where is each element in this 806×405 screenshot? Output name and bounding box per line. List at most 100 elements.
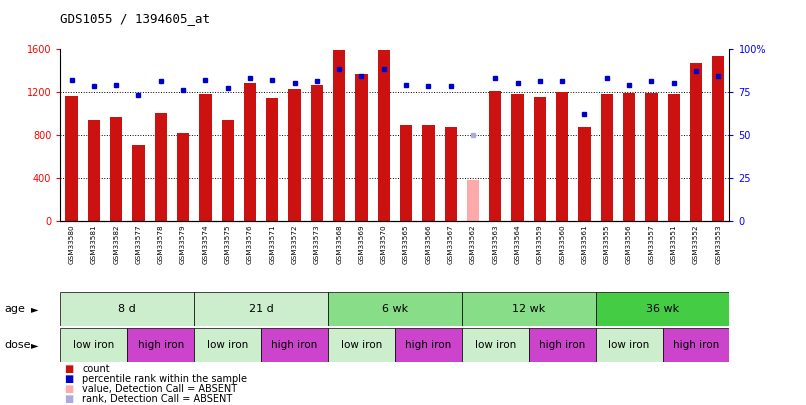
Text: GSM33551: GSM33551: [671, 224, 677, 264]
Bar: [333, 50, 345, 221]
Text: GSM33556: GSM33556: [626, 224, 632, 264]
Bar: [646, 93, 658, 221]
Bar: [556, 92, 568, 221]
Text: low iron: low iron: [341, 340, 382, 350]
Text: 8 d: 8 d: [118, 304, 136, 314]
Text: GSM33574: GSM33574: [202, 224, 209, 264]
Text: low iron: low iron: [609, 340, 650, 350]
Bar: [445, 127, 457, 221]
Text: GSM33577: GSM33577: [135, 224, 142, 264]
Text: ■: ■: [64, 374, 73, 384]
Text: GSM33565: GSM33565: [403, 224, 409, 264]
Bar: [600, 94, 613, 221]
Bar: [88, 119, 100, 221]
Text: age: age: [4, 304, 25, 314]
Text: ■: ■: [64, 394, 73, 403]
Text: rank, Detection Call = ABSENT: rank, Detection Call = ABSENT: [82, 394, 232, 403]
Text: GSM33567: GSM33567: [447, 224, 454, 264]
Text: count: count: [82, 364, 110, 374]
Bar: [512, 94, 524, 221]
Bar: [194, 328, 261, 362]
Text: GSM33557: GSM33557: [648, 224, 654, 264]
Text: ■: ■: [64, 364, 73, 374]
Bar: [60, 292, 194, 326]
Text: ■: ■: [64, 384, 73, 394]
Text: GSM33569: GSM33569: [359, 224, 364, 264]
Text: GSM33580: GSM33580: [69, 224, 75, 264]
Bar: [462, 292, 596, 326]
Text: low iron: low iron: [207, 340, 248, 350]
Text: high iron: high iron: [138, 340, 184, 350]
Bar: [155, 113, 167, 221]
Text: GSM33570: GSM33570: [380, 224, 387, 264]
Text: GSM33560: GSM33560: [559, 224, 565, 264]
Text: GSM33582: GSM33582: [113, 224, 119, 264]
Bar: [579, 127, 591, 221]
Bar: [266, 98, 278, 221]
Bar: [462, 328, 529, 362]
Bar: [328, 292, 462, 326]
Text: GSM33573: GSM33573: [314, 224, 320, 264]
Bar: [667, 94, 679, 221]
Text: GSM33576: GSM33576: [247, 224, 253, 264]
Bar: [110, 117, 123, 221]
Text: value, Detection Call = ABSENT: value, Detection Call = ABSENT: [82, 384, 237, 394]
Text: ►: ►: [31, 304, 38, 314]
Text: 36 wk: 36 wk: [646, 304, 679, 314]
Text: GSM33578: GSM33578: [158, 224, 164, 264]
Text: ►: ►: [31, 340, 38, 350]
Text: dose: dose: [4, 340, 31, 350]
Bar: [663, 328, 729, 362]
Text: GSM33555: GSM33555: [604, 224, 610, 264]
Text: GSM33563: GSM33563: [492, 224, 498, 264]
Text: high iron: high iron: [272, 340, 318, 350]
Bar: [328, 328, 395, 362]
Bar: [467, 180, 479, 221]
Text: GSM33561: GSM33561: [581, 224, 588, 264]
Bar: [378, 50, 390, 221]
Bar: [422, 125, 434, 221]
Text: GSM33564: GSM33564: [514, 224, 521, 264]
Text: GSM33579: GSM33579: [180, 224, 186, 264]
Bar: [395, 328, 462, 362]
Text: high iron: high iron: [405, 340, 451, 350]
Text: GSM33562: GSM33562: [470, 224, 476, 264]
Bar: [222, 119, 234, 221]
Text: high iron: high iron: [673, 340, 719, 350]
Bar: [65, 96, 77, 221]
Bar: [244, 83, 256, 221]
Text: GSM33575: GSM33575: [225, 224, 231, 264]
Text: GSM33571: GSM33571: [269, 224, 276, 264]
Bar: [596, 292, 729, 326]
Bar: [60, 328, 127, 362]
Text: GSM33572: GSM33572: [292, 224, 297, 264]
Bar: [311, 85, 323, 221]
Text: GDS1055 / 1394605_at: GDS1055 / 1394605_at: [60, 12, 210, 25]
Text: 12 wk: 12 wk: [512, 304, 546, 314]
Text: low iron: low iron: [475, 340, 516, 350]
Bar: [261, 328, 328, 362]
Bar: [199, 94, 211, 221]
Text: 21 d: 21 d: [249, 304, 273, 314]
Bar: [400, 125, 412, 221]
Text: GSM33553: GSM33553: [715, 224, 721, 264]
Bar: [132, 145, 144, 221]
Text: GSM33568: GSM33568: [336, 224, 343, 264]
Text: GSM33559: GSM33559: [537, 224, 543, 264]
Bar: [194, 292, 328, 326]
Bar: [534, 97, 546, 221]
Text: low iron: low iron: [73, 340, 114, 350]
Text: GSM33552: GSM33552: [693, 224, 699, 264]
Text: GSM33566: GSM33566: [426, 224, 431, 264]
Bar: [623, 93, 635, 221]
Text: percentile rank within the sample: percentile rank within the sample: [82, 374, 247, 384]
Bar: [289, 90, 301, 221]
Bar: [355, 75, 368, 221]
Text: high iron: high iron: [539, 340, 585, 350]
Text: 6 wk: 6 wk: [382, 304, 408, 314]
Bar: [690, 63, 702, 221]
Bar: [713, 56, 725, 221]
Bar: [127, 328, 194, 362]
Bar: [177, 132, 189, 221]
Bar: [489, 91, 501, 221]
